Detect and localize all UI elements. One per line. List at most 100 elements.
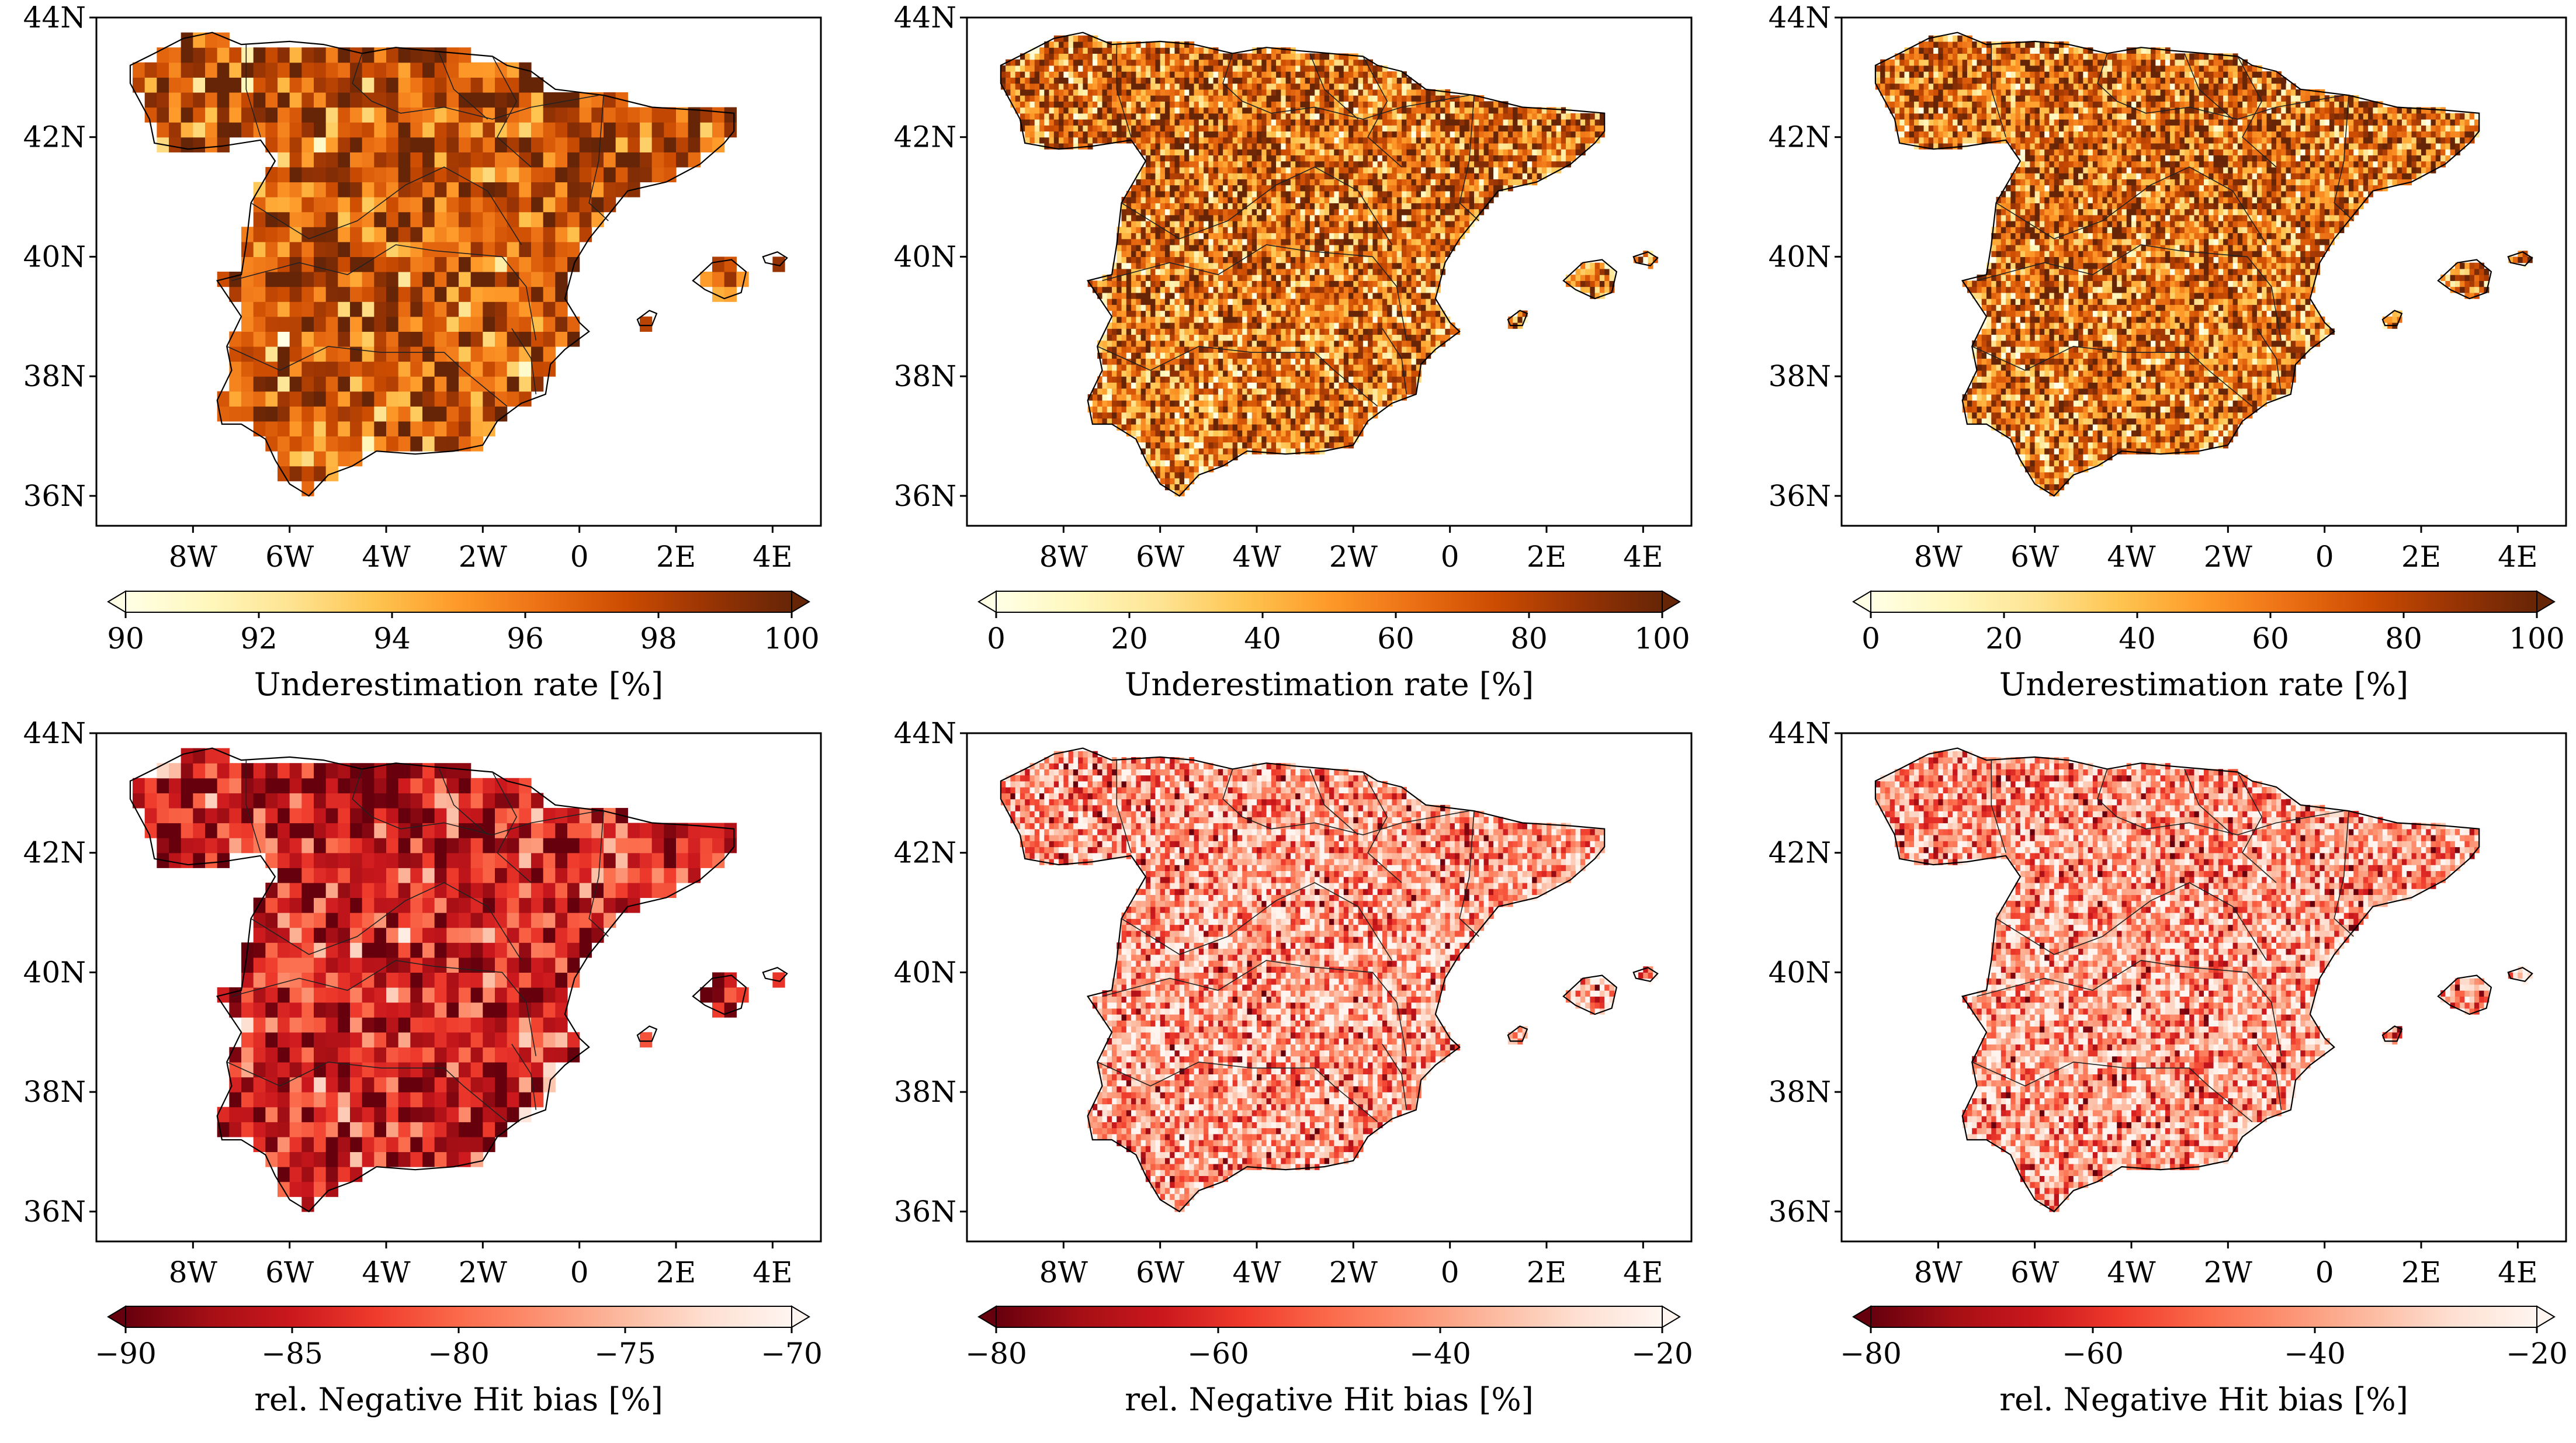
colorbar-tick-label: −20 [1631, 1337, 1693, 1371]
colorbar-frame [125, 591, 792, 613]
colorbar-extend-max [791, 590, 810, 613]
map-panel-top-left: 8W 6W 4W 2W 0 2E 4E 44N 42N 40N 38N 36N 90 92 94 96 98 10… [23, 1, 822, 703]
lon-tick-label: 6W [2010, 1255, 2060, 1289]
lat-tick-label: 36N [894, 1195, 956, 1229]
colorbar-tick-label: 60 [2252, 622, 2289, 655]
lat-tick-label: 38N [894, 1075, 956, 1109]
lon-tick-label: 4W [1232, 1255, 1281, 1289]
coastline [129, 747, 788, 1213]
lon-tick-label: 2E [656, 540, 696, 574]
colorbar-tick-label: 40 [2119, 622, 2156, 655]
coastline [1874, 32, 2533, 497]
colorbar-gradient [1871, 1306, 2537, 1327]
lat-tick-label: 38N [894, 359, 956, 393]
colorbar-tick-label: 20 [1111, 622, 1148, 655]
lon-tick-label: 4E [753, 1255, 792, 1289]
lat-tick-label: 38N [1769, 1075, 1831, 1109]
lat-tick-label: 40N [23, 955, 86, 989]
colorbar-tick-label: 100 [2509, 622, 2564, 655]
lat-tick-label: 36N [23, 1195, 86, 1229]
lat-tick-label: 42N [1769, 836, 1831, 870]
raster-field [1875, 751, 2533, 1212]
lat-tick-label: 40N [894, 240, 956, 273]
colorbar-tick-label: 0 [987, 622, 1006, 655]
colorbar-tick-label: 20 [1985, 622, 2023, 655]
colorbar-bottom-right: −80 −60 −40 −20 rel. Negative Hit bias [%] [1840, 1305, 2568, 1418]
raster-field [1000, 751, 1658, 1212]
raster-field [133, 32, 785, 497]
lon-tick-label: 4W [362, 540, 411, 574]
lat-tick-label: 36N [894, 479, 956, 513]
colorbar-tick-label: 98 [640, 622, 677, 655]
lat-tick-label: 40N [23, 240, 86, 273]
lon-tick-label: 4E [1623, 540, 1663, 574]
lon-tick-label: 2E [1527, 1255, 1566, 1289]
lon-tick-label: 6W [1136, 540, 1185, 574]
colorbar-extend-min [1852, 590, 1871, 613]
lon-tick-label: 2E [656, 1255, 696, 1289]
lon-tick-label: 2E [2401, 1255, 2441, 1289]
lon-tick-label: 8W [169, 1255, 218, 1289]
map-frame [95, 16, 822, 527]
lon-tick-label: 8W [169, 540, 218, 574]
lat-tick-label: 40N [894, 955, 956, 989]
lon-tick-label: 6W [265, 1255, 314, 1289]
colorbar-tick-label: −90 [95, 1337, 157, 1371]
lat-tick-label: 42N [894, 120, 956, 154]
lon-tick-label: 2W [1329, 1255, 1378, 1289]
lon-tick-label: 8W [1039, 540, 1088, 574]
colorbar-label: rel. Negative Hit bias [%] [1125, 1381, 1534, 1418]
colorbar-bottom-center: −80 −60 −40 −20 rel. Negative Hit bias [%] [965, 1305, 1693, 1418]
lon-tick-label: 0 [2315, 1255, 2334, 1289]
lon-tick-label: 4E [2498, 1255, 2537, 1289]
colorbar-top-left: 90 92 94 96 98 100 Underestimation rate [%] [107, 590, 820, 703]
lon-tick-label: 4W [2107, 540, 2156, 574]
lat-tick-label: 38N [23, 359, 86, 393]
colorbar-gradient [126, 1306, 792, 1327]
colorbar-tick-label: 100 [1634, 622, 1690, 655]
lon-tick-label: 2W [459, 540, 508, 574]
colorbar-extend-min [977, 590, 997, 613]
region-borders [226, 760, 609, 1122]
coastline [1000, 747, 1659, 1213]
colorbar-frame [996, 1306, 1663, 1328]
region-borders [226, 44, 609, 407]
colorbar-tick-label: 80 [2385, 622, 2422, 655]
lon-tick-label: 0 [570, 1255, 589, 1289]
colorbar-label: Underestimation rate [%] [1125, 666, 1534, 703]
map-panel-top-center: 8W 6W 4W 2W 0 2E 4E 44N 42N 40N 38N 36N 0 20 40 60 80 100… [894, 1, 1693, 703]
colorbar-gradient [996, 591, 1662, 612]
lon-tick-label: 0 [570, 540, 589, 574]
lon-tick-label: 4W [362, 1255, 411, 1289]
region-borders [1971, 760, 2354, 1122]
colorbar-gradient [1871, 591, 2537, 612]
lon-tick-label: 8W [1914, 1255, 1963, 1289]
lon-tick-label: 8W [1914, 540, 1963, 574]
coastline [129, 32, 788, 497]
lon-tick-label: 2W [2204, 1255, 2253, 1289]
lon-tick-label: 4E [1623, 1255, 1663, 1289]
lat-tick-label: 40N [1769, 240, 1831, 273]
lat-tick-label: 36N [1769, 479, 1831, 513]
colorbar-tick-label: 40 [1244, 622, 1281, 655]
colorbar-frame [1870, 591, 2537, 613]
raster-field [133, 748, 785, 1212]
lat-tick-label: 42N [1769, 120, 1831, 154]
lon-tick-label: 2W [1329, 540, 1378, 574]
colorbar-extend-max [2536, 1305, 2556, 1328]
lon-tick-label: 0 [1441, 540, 1459, 574]
colorbar-tick-label: −40 [1409, 1337, 1471, 1371]
colorbar-extend-min [107, 1305, 126, 1328]
lon-tick-label: 6W [1136, 1255, 1185, 1289]
colorbar-tick-label: 96 [507, 622, 544, 655]
colorbar-tick-label: −60 [2062, 1337, 2124, 1371]
colorbar-extend-min [107, 590, 126, 613]
colorbar-tick-label: −70 [761, 1337, 823, 1371]
colorbar-tick-label: −60 [1187, 1337, 1249, 1371]
lon-tick-label: 0 [2315, 540, 2334, 574]
lon-tick-label: 6W [2010, 540, 2060, 574]
lon-tick-label: 2E [2401, 540, 2441, 574]
map-frame [1840, 732, 2567, 1243]
colorbar-tick-label: 60 [1377, 622, 1414, 655]
